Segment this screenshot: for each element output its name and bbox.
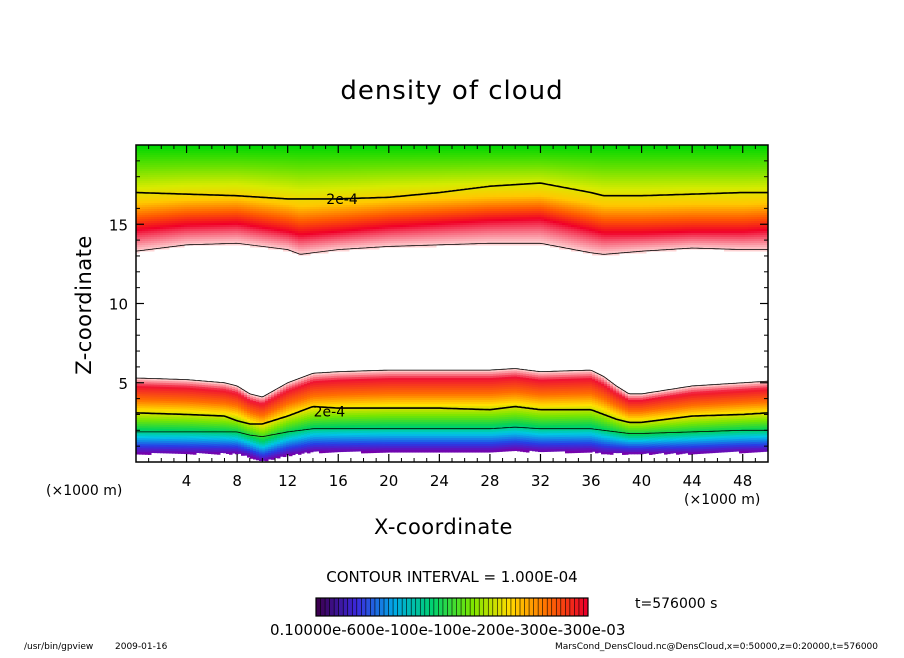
x-tick-label-40: 40 <box>632 472 651 490</box>
colorbar-swatch <box>493 598 498 616</box>
y-axis-label: Z-coordinate <box>72 235 96 375</box>
x-tick-label-8: 8 <box>232 472 242 490</box>
colorbar-swatch <box>461 598 466 616</box>
colorbar-swatch <box>479 598 484 616</box>
colorbar-swatch <box>565 598 570 616</box>
x-tick-label-28: 28 <box>480 472 499 490</box>
x-tick-label-48: 48 <box>733 472 752 490</box>
colorbar-swatch <box>525 598 530 616</box>
colorbar-swatch <box>379 598 384 616</box>
colorbar-swatch <box>366 598 371 616</box>
colorbar-swatch <box>502 598 507 616</box>
contour-label-1: 2e-4 <box>314 404 346 420</box>
x-tick-label-4: 4 <box>182 472 192 490</box>
colorbar-swatch <box>425 598 430 616</box>
x-axis-label: X-coordinate <box>374 515 513 539</box>
footer-source: MarsCond_DensCloud.nc@DensCloud,x=0:5000… <box>555 642 878 652</box>
x-tick-label-20: 20 <box>379 472 398 490</box>
colorbar-swatch <box>343 598 348 616</box>
colorbar-swatch <box>375 598 380 616</box>
time-label: t=576000 s <box>635 596 717 612</box>
y-tick-label-15: 15 <box>109 216 128 234</box>
colorbar-swatch <box>506 598 511 616</box>
footer-program: /usr/bin/gpview <box>24 642 93 652</box>
colorbar-swatch <box>370 598 375 616</box>
colorbar-swatch <box>552 598 557 616</box>
colorbar-swatch <box>352 598 357 616</box>
colorbar-swatch <box>389 598 394 616</box>
density-field <box>136 145 770 461</box>
colorbar-swatch <box>316 598 321 616</box>
chart-title: density of cloud <box>0 76 904 106</box>
x-tick-label-44: 44 <box>683 472 702 490</box>
colorbar-swatch <box>398 598 403 616</box>
y-tick-label-5: 5 <box>118 375 128 393</box>
x-tick-label-16: 16 <box>329 472 348 490</box>
colorbar-tick-labels: 0.10000e-600e-100e-100e-200e-300e-300e-0… <box>270 621 625 639</box>
colorbar-swatch <box>443 598 448 616</box>
colorbar-swatch <box>470 598 475 616</box>
colorbar-swatch <box>556 598 561 616</box>
colorbar-swatch <box>574 598 579 616</box>
y-axis-unit: (×1000 m) <box>46 483 122 499</box>
colorbar-swatch <box>579 598 584 616</box>
colorbar-swatch <box>497 598 502 616</box>
x-tick-label-24: 24 <box>430 472 449 490</box>
colorbar-swatch <box>515 598 520 616</box>
colorbar-swatch <box>452 598 457 616</box>
colorbar-swatch <box>407 598 412 616</box>
colorbar-swatch <box>420 598 425 616</box>
colorbar-swatch <box>466 598 471 616</box>
colorbar-swatch <box>334 598 339 616</box>
colorbar-swatch <box>543 598 548 616</box>
colorbar-swatch <box>402 598 407 616</box>
colorbar-swatch <box>561 598 566 616</box>
colorbar-swatch <box>361 598 366 616</box>
colorbar-swatch <box>434 598 439 616</box>
colorbar-swatch <box>488 598 493 616</box>
x-tick-label-12: 12 <box>278 472 297 490</box>
colorbar-swatch <box>511 598 516 616</box>
colorbar-swatch <box>348 598 353 616</box>
contour-interval-label: CONTOUR INTERVAL = 1.000E-04 <box>0 568 904 586</box>
colorbar-swatch <box>411 598 416 616</box>
colorbar-swatch <box>484 598 489 616</box>
colorbar-swatch <box>393 598 398 616</box>
colorbar-swatch <box>475 598 480 616</box>
colorbar <box>316 598 588 616</box>
colorbar-swatch <box>384 598 389 616</box>
colorbar-swatch <box>357 598 362 616</box>
contour-label-0: 2e-4 <box>326 192 358 208</box>
colorbar-swatch <box>538 598 543 616</box>
colorbar-swatch <box>438 598 443 616</box>
colorbar-swatch <box>330 598 335 616</box>
y-tick-label-10: 10 <box>109 296 128 314</box>
colorbar-swatch <box>570 598 575 616</box>
x-tick-label-32: 32 <box>531 472 550 490</box>
colorbar-swatch <box>325 598 330 616</box>
colorbar-swatch <box>547 598 552 616</box>
x-tick-label-36: 36 <box>581 472 600 490</box>
colorbar-swatch <box>447 598 452 616</box>
colorbar-swatch <box>534 598 539 616</box>
colorbar-swatch <box>520 598 525 616</box>
x-axis-unit: (×1000 m) <box>684 492 760 508</box>
colorbar-swatch <box>416 598 421 616</box>
colorbar-swatch <box>339 598 344 616</box>
colorbar-swatch <box>429 598 434 616</box>
colorbar-swatch <box>529 598 534 616</box>
colorbar-swatch <box>457 598 462 616</box>
colorbar-swatch <box>321 598 326 616</box>
footer-date: 2009-01-16 <box>115 642 167 652</box>
